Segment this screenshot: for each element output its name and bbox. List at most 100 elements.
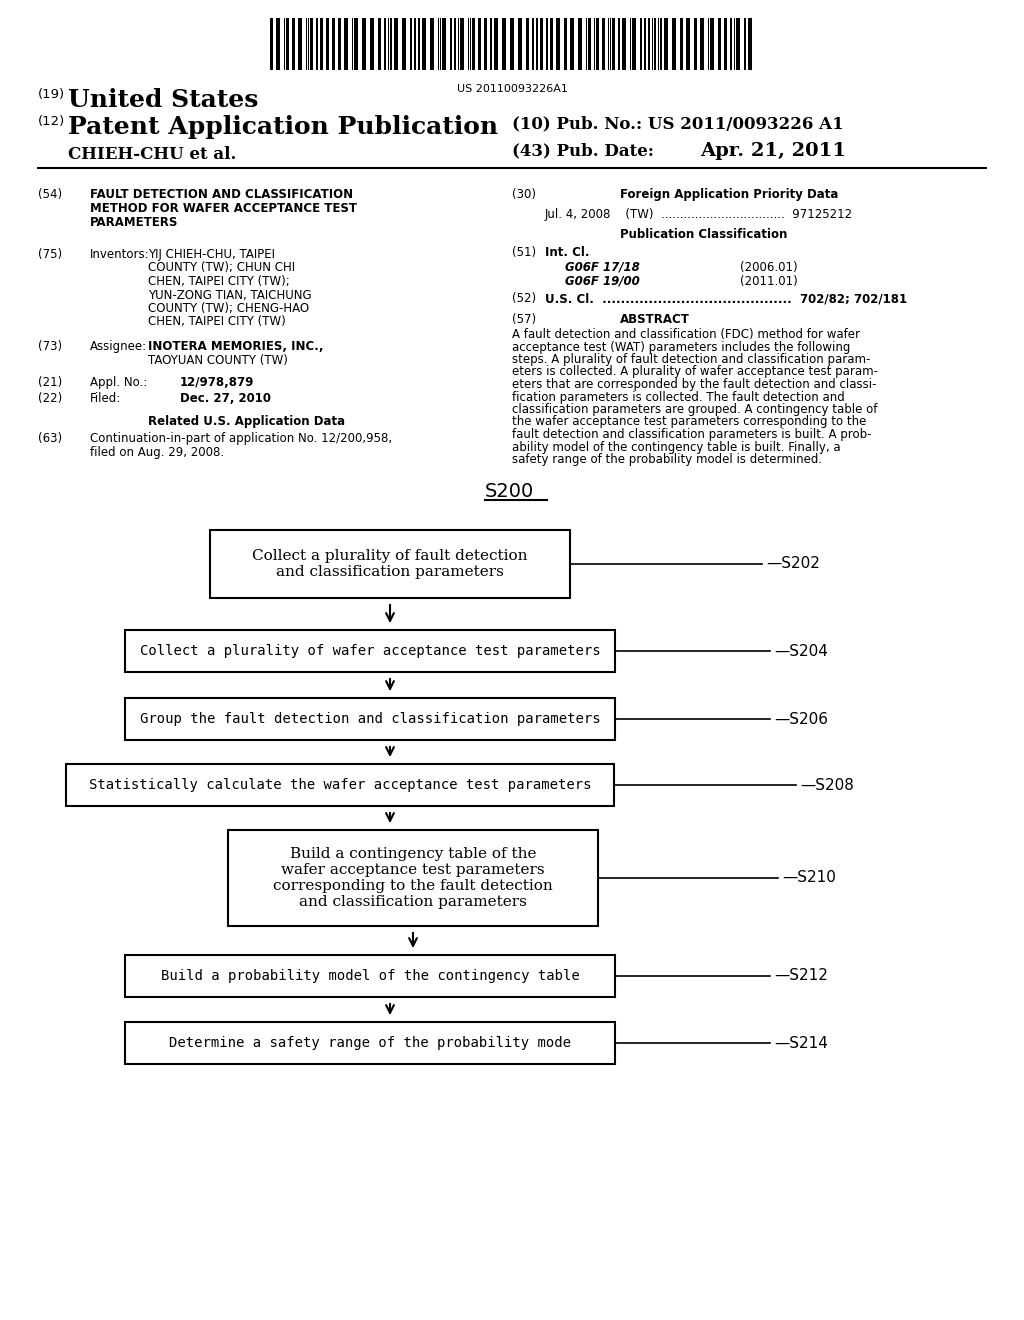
Bar [694,18,697,70]
Text: Publication Classification: Publication Classification [620,228,787,242]
Bar [362,18,366,70]
Bar [648,18,650,70]
Text: ABSTRACT: ABSTRACT [620,313,690,326]
Text: Apr. 21, 2011: Apr. 21, 2011 [700,143,846,160]
Bar [210,531,570,598]
Bar [384,18,386,70]
Bar [664,18,668,70]
Bar [502,18,506,70]
Bar [125,630,615,672]
Bar [564,18,567,70]
Bar [276,18,280,70]
Bar [442,18,446,70]
Text: (51): (51) [512,246,537,259]
Text: Continuation-in-part of application No. 12/200,958,: Continuation-in-part of application No. … [90,432,392,445]
Bar [494,18,498,70]
Bar [450,18,452,70]
Text: (30): (30) [512,187,536,201]
Bar [332,18,335,70]
Text: (10) Pub. No.: US 2011/0093226 A1: (10) Pub. No.: US 2011/0093226 A1 [512,115,844,132]
Bar [316,18,318,70]
Bar [454,18,456,70]
Text: G06F 19/00: G06F 19/00 [565,275,640,288]
Text: G06F 17/18: G06F 17/18 [565,261,640,275]
Bar [402,18,406,70]
Text: —S210: —S210 [782,870,836,886]
Bar [354,18,358,70]
Text: filed on Aug. 29, 2008.: filed on Aug. 29, 2008. [90,446,224,459]
Text: (52): (52) [512,292,537,305]
Bar [370,18,374,70]
Text: Inventors:: Inventors: [90,248,150,261]
Text: 12/978,879: 12/978,879 [180,376,254,389]
Text: United States: United States [68,88,258,112]
Bar [460,18,464,70]
Text: —S204: —S204 [774,644,827,659]
Bar [550,18,553,70]
Text: Related U.S. Application Data: Related U.S. Application Data [148,414,345,428]
Bar [526,18,529,70]
Text: Filed:: Filed: [90,392,121,405]
Text: —S202: —S202 [766,557,820,572]
Text: Patent Application Publication: Patent Application Publication [68,115,498,139]
Bar [125,954,615,997]
Bar [286,18,289,70]
Bar [125,1022,615,1064]
Bar [292,18,295,70]
Text: (75): (75) [38,248,62,261]
Text: fault detection and classification parameters is built. A prob-: fault detection and classification param… [512,428,871,441]
Text: Determine a safety range of the probability mode: Determine a safety range of the probabil… [169,1036,571,1049]
Bar [418,18,420,70]
Text: Group the fault detection and classification parameters: Group the fault detection and classifica… [139,711,600,726]
Bar [310,18,313,70]
Text: safety range of the probability model is determined.: safety range of the probability model is… [512,453,822,466]
Bar [588,18,591,70]
Bar [654,18,656,70]
Text: Collect a plurality of wafer acceptance test parameters: Collect a plurality of wafer acceptance … [139,644,600,657]
Text: US 20110093226A1: US 20110093226A1 [457,84,567,94]
Text: —S212: —S212 [774,969,827,983]
Bar [472,18,475,70]
Text: A fault detection and classification (FDC) method for wafer: A fault detection and classification (FD… [512,327,860,341]
Text: fication parameters is collected. The fault detection and: fication parameters is collected. The fa… [512,391,845,404]
Bar [430,18,434,70]
Bar [344,18,348,70]
Text: CHIEH-CHU et al.: CHIEH-CHU et al. [68,147,237,162]
Text: classification parameters are grouped. A contingency table of: classification parameters are grouped. A… [512,403,878,416]
Bar [390,18,392,70]
Text: Build a contingency table of the
wafer acceptance test parameters
corresponding : Build a contingency table of the wafer a… [273,846,553,909]
Bar [622,18,626,70]
Bar [730,18,732,70]
Bar [394,18,398,70]
Bar [686,18,690,70]
Text: YUN-ZONG TIAN, TAICHUNG: YUN-ZONG TIAN, TAICHUNG [148,289,311,301]
Bar [632,18,636,70]
Bar [228,830,598,927]
Bar [270,18,273,70]
Bar [660,18,662,70]
Text: eters that are corresponded by the fault detection and classi-: eters that are corresponded by the fault… [512,378,877,391]
Bar [540,18,543,70]
Bar [612,18,615,70]
Bar [618,18,620,70]
Bar [744,18,746,70]
Text: PARAMETERS: PARAMETERS [90,216,178,228]
Text: Build a probability model of the contingency table: Build a probability model of the conting… [161,969,580,983]
Text: (43) Pub. Date:: (43) Pub. Date: [512,143,654,158]
Text: Statistically calculate the wafer acceptance test parameters: Statistically calculate the wafer accept… [89,777,591,792]
Bar [596,18,599,70]
Text: Appl. No.:: Appl. No.: [90,376,147,389]
Text: (2011.01): (2011.01) [740,275,798,288]
Bar [578,18,582,70]
Text: YIJ CHIEH-CHU, TAIPEI: YIJ CHIEH-CHU, TAIPEI [148,248,275,261]
Text: eters is collected. A plurality of wafer acceptance test param-: eters is collected. A plurality of wafer… [512,366,878,379]
Bar [546,18,548,70]
Text: (73): (73) [38,341,62,352]
Text: CHEN, TAIPEI CITY (TW);: CHEN, TAIPEI CITY (TW); [148,275,290,288]
Text: COUNTY (TW); CHUN CHI: COUNTY (TW); CHUN CHI [148,261,295,275]
Text: (19): (19) [38,88,66,102]
Bar [724,18,727,70]
Bar [532,18,534,70]
Text: (12): (12) [38,115,66,128]
Text: Dec. 27, 2010: Dec. 27, 2010 [180,392,271,405]
